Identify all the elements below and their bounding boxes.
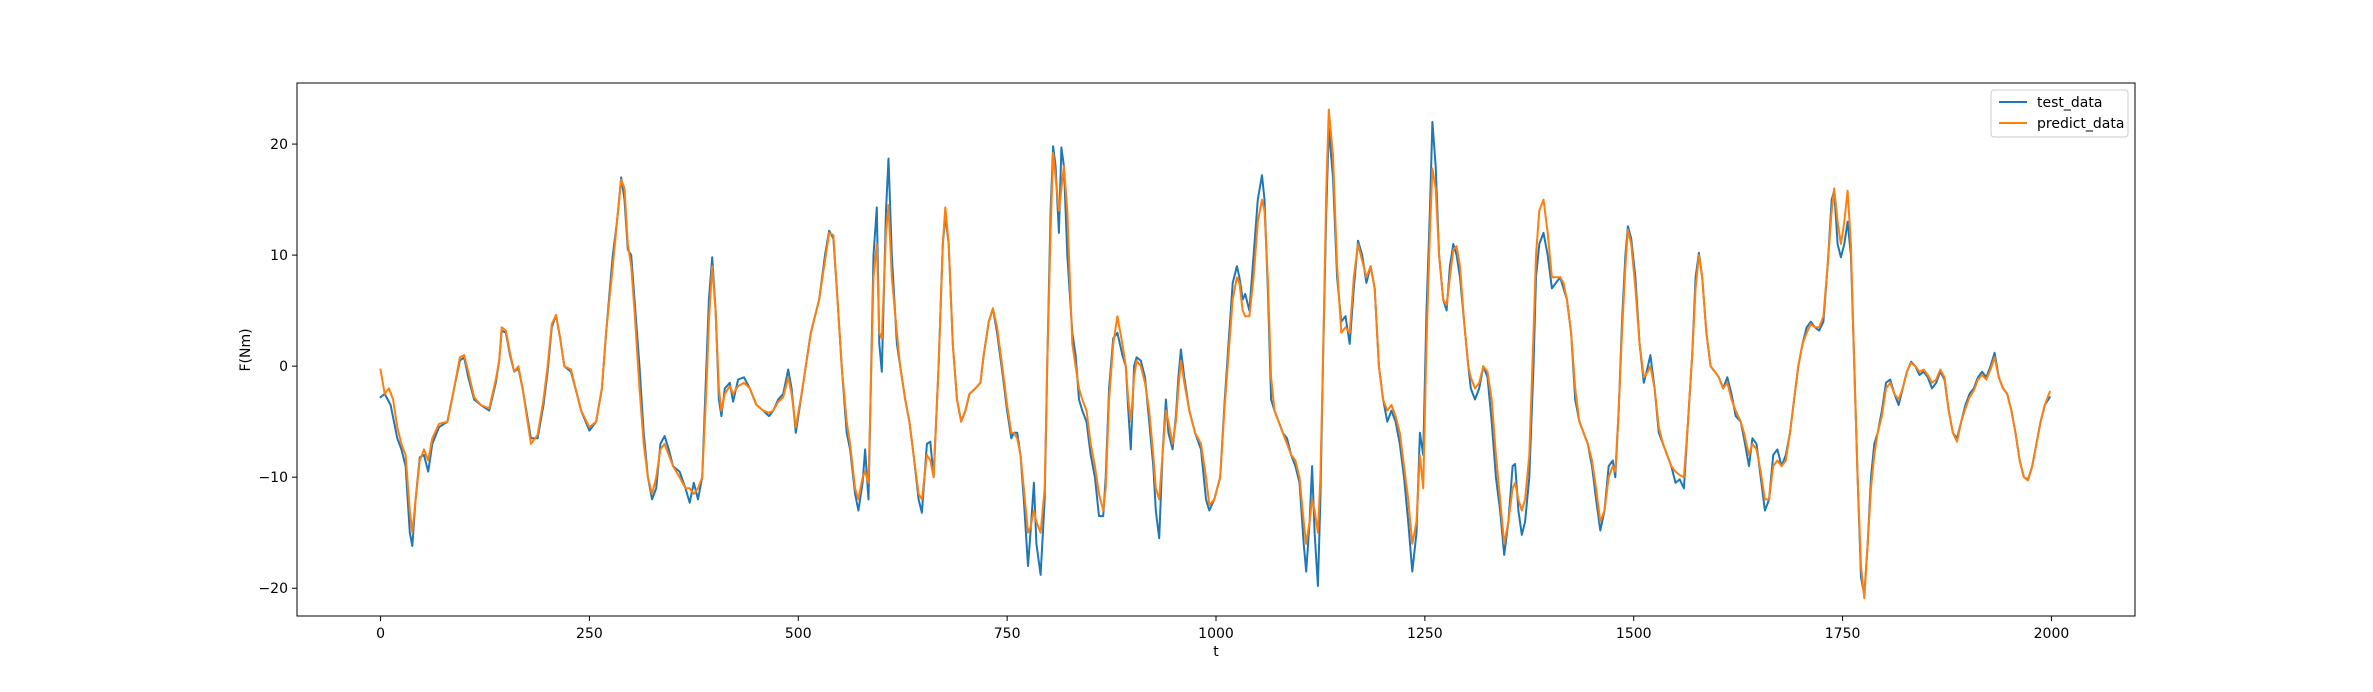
x-tick-label: 250 [576,626,603,642]
x-tick-label: 1250 [1407,626,1443,642]
legend: test_data predict_data [1990,89,2129,138]
legend-label-predict_data: predict_data [2037,116,2124,132]
y-tick-label: 0 [279,359,288,375]
y-axis-label: F(Nm) [238,328,254,371]
x-tick-label: 750 [994,626,1021,642]
y-tick-label: −20 [258,581,288,597]
y-tick-label: −10 [258,470,288,486]
series-line-predict_data [379,108,2051,600]
y-tick-label: 20 [270,137,288,153]
x-axis: 0 250 500 750 1000 1250 1500 1750 2000 [376,616,2069,642]
legend-label-test_data: test_data [2037,95,2102,111]
x-tick-label: 1500 [1616,626,1652,642]
x-tick-label: 0 [376,626,385,642]
x-tick-label: 1750 [1825,626,1861,642]
plot-lines [379,108,2051,600]
x-axis-label: t [1213,644,1219,660]
series-line-test_data [379,120,2051,596]
x-tick-label: 1000 [1198,626,1234,642]
y-axis: −20 −10 0 10 20 [258,137,297,597]
x-tick-label: 2000 [2034,626,2070,642]
x-tick-label: 500 [785,626,812,642]
y-tick-label: 10 [270,248,288,264]
